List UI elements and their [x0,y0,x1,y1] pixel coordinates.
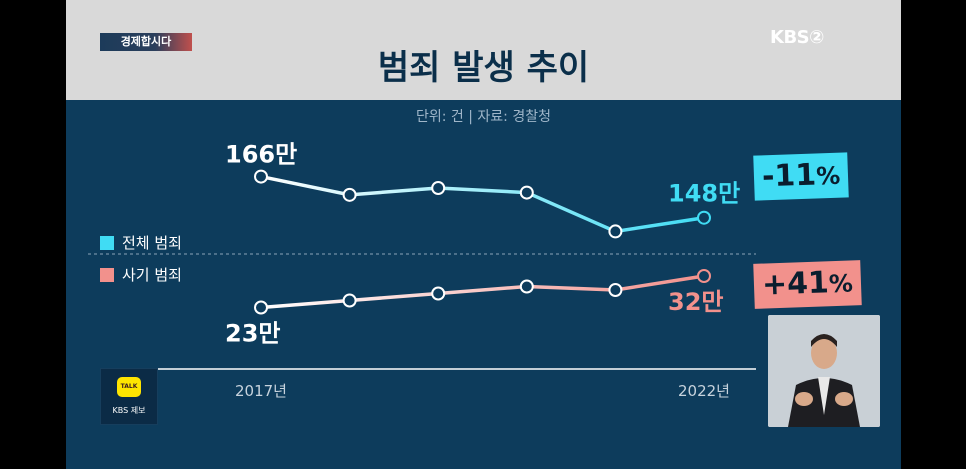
data-point [342,187,357,202]
sign-language-interpreter [768,315,880,427]
broadcast-frame: 경제합시다 KBS② 범죄 발생 추이 단위: 건 | 자료: 경찰청 166만… [66,0,901,469]
legend-swatch-total [100,235,114,250]
segment-badge: 경제합시다 [100,33,192,51]
kbs-logo: KBS② [770,27,824,48]
data-label-first: 166만 [225,141,297,169]
interpreter-figure [768,315,880,427]
total-change-percent: % [815,161,841,191]
x-tick-label: 2017년 [235,382,287,400]
data-label-last: 148만 [668,180,740,208]
kakao-talk-icon: TALK [117,377,141,397]
series-line-total [260,174,705,234]
series-line-fraud [260,274,705,310]
legend-swatch-fraud [100,267,114,282]
unit-source-line: 단위: 건 | 자료: 경찰청 [416,109,551,125]
data-point [254,169,268,184]
data-point [608,224,623,239]
legend-total-crime: 전체 범죄 [100,232,182,253]
data-point [254,300,268,315]
total-change-badge: -11% [753,152,850,201]
x-tick-label: 2022년 [678,382,730,400]
data-point [519,279,534,294]
line-chart: 166만 148만 23만 32만 2017년 2022년 [88,141,756,400]
total-change-value: -11 [761,157,817,195]
fraud-change-percent: % [828,269,854,299]
data-point [431,286,446,301]
data-point [431,181,446,195]
kakao-report-label: KBS 제보 [112,406,146,415]
data-point [342,293,357,308]
data-point [608,283,623,297]
data-label-last: 32만 [668,288,723,316]
legend-label-fraud: 사기 범죄 [122,266,182,284]
chart-title: 범죄 발생 추이 [377,48,590,88]
legend-label-total: 전체 범죄 [122,234,182,252]
title-band: 경제합시다 KBS② 범죄 발생 추이 [66,0,901,100]
fraud-change-value: +41 [761,265,830,303]
data-point [519,185,534,200]
fraud-change-badge: +41% [753,260,862,309]
legend-fraud-crime: 사기 범죄 [100,264,182,285]
data-label-first: 23만 [225,320,280,348]
data-point [697,210,711,225]
data-point [697,269,711,283]
kakao-report-button[interactable]: TALK KBS 제보 [100,368,158,425]
